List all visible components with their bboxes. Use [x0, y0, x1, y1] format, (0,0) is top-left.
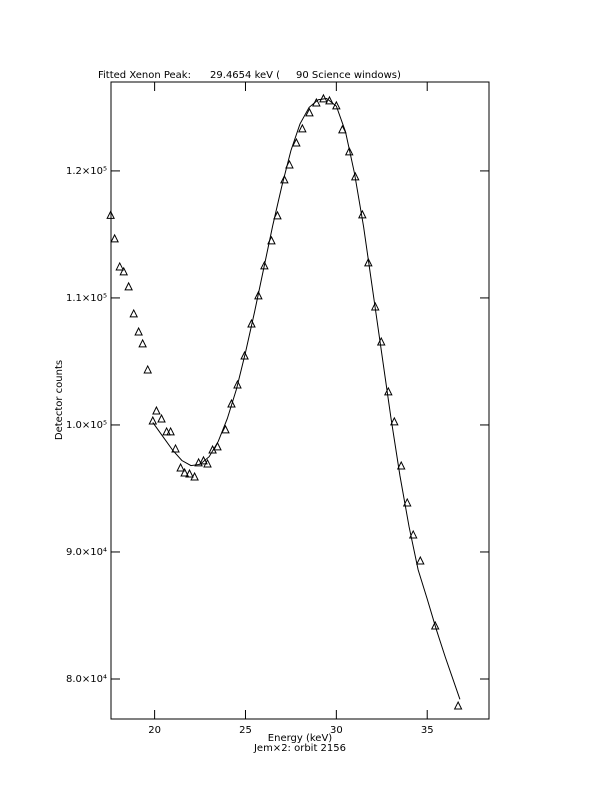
data-point — [396, 460, 406, 470]
data-point — [119, 266, 129, 276]
data-point — [134, 326, 143, 336]
data-point — [115, 261, 125, 271]
data-point — [203, 458, 212, 468]
data-point — [185, 468, 194, 478]
x-tick-label: 30 — [330, 725, 343, 736]
data-point — [143, 364, 153, 374]
data-point — [376, 336, 386, 346]
subtitle: Jem×2: orbit 2156 — [253, 743, 346, 754]
data-point — [190, 471, 199, 481]
data-point — [166, 426, 175, 436]
data-point — [384, 386, 393, 396]
y-axis-label: Detector counts — [54, 360, 65, 440]
y-tick-label: 1.2×10⁵ — [66, 166, 107, 177]
data-point — [298, 123, 307, 133]
data-point — [221, 424, 230, 434]
data-point — [240, 350, 249, 360]
y-tick-label: 1.1×10⁵ — [66, 293, 107, 304]
data-point — [292, 137, 301, 147]
data-point — [124, 281, 133, 291]
y-tick-label: 1.0×10⁵ — [66, 420, 107, 431]
x-tick-label: 35 — [421, 725, 434, 736]
data-point — [344, 146, 354, 156]
data-point — [129, 308, 139, 318]
plot-frame — [110, 81, 490, 720]
data-point — [171, 443, 180, 453]
y-tick-label: 9.0×10⁴ — [66, 547, 107, 558]
y-tick-label: 8.0×10⁴ — [66, 674, 107, 685]
data-point — [260, 260, 269, 270]
data-point — [176, 462, 185, 472]
data-point — [364, 257, 373, 267]
data-point — [106, 210, 115, 219]
data-point — [180, 467, 189, 477]
data-point — [332, 100, 341, 110]
data-point — [157, 413, 166, 423]
data-point — [390, 416, 399, 426]
chart-title: Fitted Xenon Peak: 29.4654 keV ( 90 Scie… — [98, 70, 401, 81]
data-point — [110, 233, 119, 243]
data-point — [152, 405, 161, 415]
data-point — [233, 379, 242, 389]
x-axis-label: Energy (keV) — [268, 733, 333, 744]
data-point — [280, 174, 289, 184]
data-point — [415, 555, 425, 565]
data-point — [254, 290, 263, 300]
data-point — [430, 620, 440, 630]
data-point — [227, 398, 236, 408]
data-point — [148, 415, 158, 425]
fit-line — [152, 97, 461, 700]
x-tick-label: 20 — [148, 725, 161, 736]
data-point — [138, 338, 147, 348]
data-point — [402, 497, 412, 507]
data-point — [453, 700, 463, 710]
data-point — [325, 95, 334, 105]
x-tick-label: 25 — [239, 725, 252, 736]
data-point — [273, 210, 282, 220]
data-point — [305, 107, 314, 117]
data-point — [338, 124, 347, 134]
data-point — [408, 529, 418, 539]
